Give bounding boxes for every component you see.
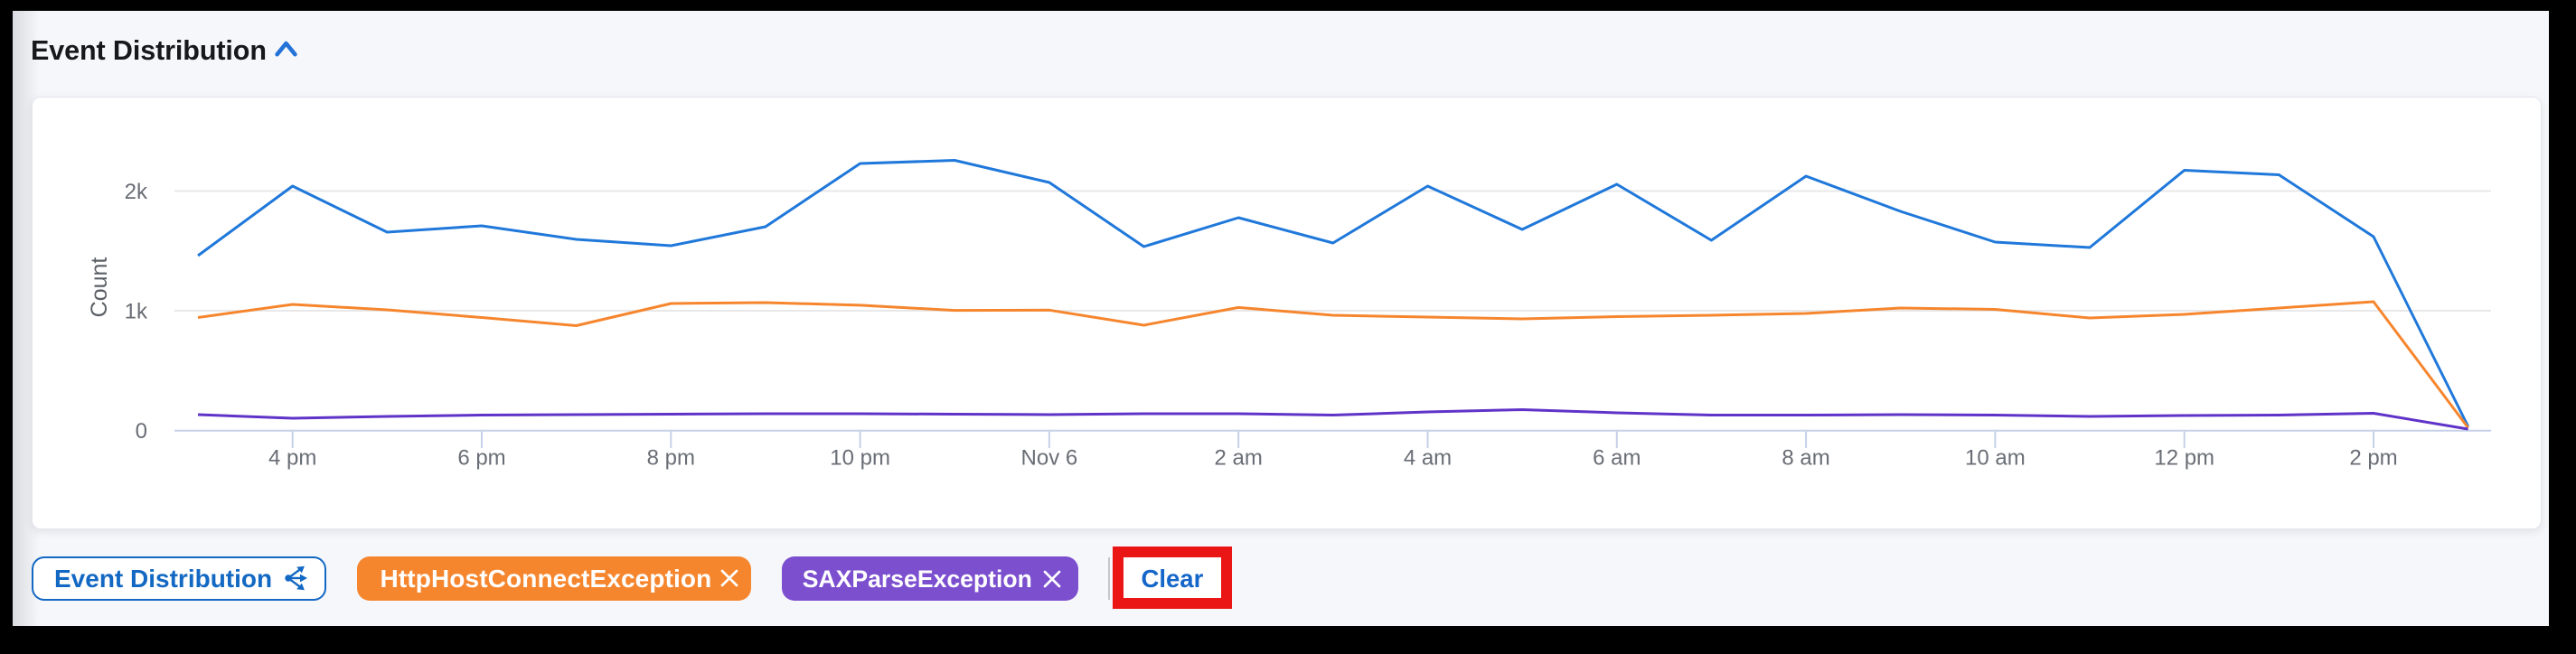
svg-text:4 pm: 4 pm bbox=[268, 446, 316, 471]
svg-text:6 am: 6 am bbox=[1593, 446, 1641, 471]
svg-text:10 am: 10 am bbox=[1965, 446, 2026, 471]
svg-text:4 am: 4 am bbox=[1404, 446, 1452, 471]
svg-text:2 am: 2 am bbox=[1215, 446, 1263, 471]
svg-text:Count: Count bbox=[87, 257, 112, 318]
svg-text:0: 0 bbox=[136, 419, 147, 444]
svg-text:1k: 1k bbox=[125, 300, 148, 324]
svg-text:2 pm: 2 pm bbox=[2349, 446, 2397, 471]
svg-text:12 pm: 12 pm bbox=[2154, 446, 2214, 471]
svg-text:8 pm: 8 pm bbox=[647, 446, 695, 471]
svg-text:8 am: 8 am bbox=[1782, 446, 1829, 471]
svg-text:Nov 6: Nov 6 bbox=[1021, 446, 1078, 471]
svg-text:2k: 2k bbox=[125, 180, 148, 204]
svg-text:6 pm: 6 pm bbox=[457, 446, 505, 471]
svg-text:10 pm: 10 pm bbox=[830, 446, 890, 471]
